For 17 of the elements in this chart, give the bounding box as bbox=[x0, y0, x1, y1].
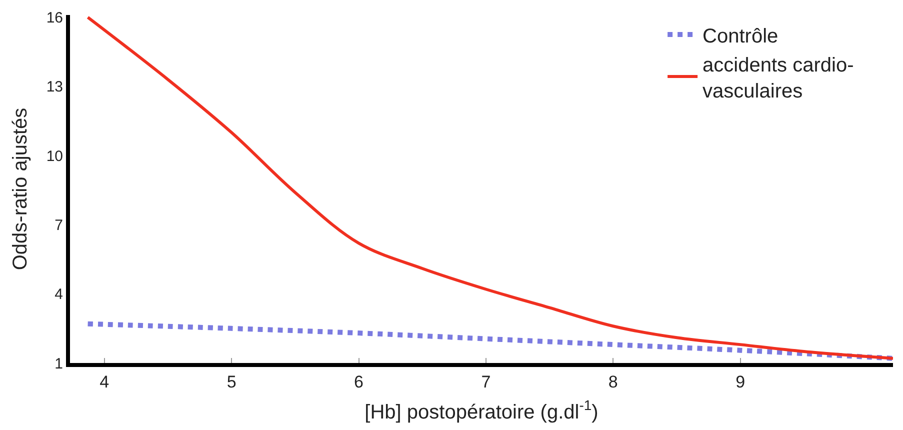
legend-label: accidents cardio- vasculaires bbox=[702, 54, 854, 102]
y-tick-label: 1 bbox=[54, 355, 63, 372]
x-tick-label: 4 bbox=[100, 372, 110, 392]
line-series bbox=[86, 16, 893, 360]
x-axis-title: [Hb] postopératoire (g.dl$^{-1}$) bbox=[364, 397, 598, 424]
y-tick-label: 10 bbox=[46, 148, 63, 165]
x-tick-label: 9 bbox=[736, 372, 746, 392]
x-tick-label: 5 bbox=[226, 372, 236, 392]
x-tick-label: 7 bbox=[481, 372, 491, 392]
y-tick-label: 4 bbox=[54, 286, 63, 304]
x-tick-label: 8 bbox=[608, 372, 618, 392]
y-tick-label: 13 bbox=[46, 78, 63, 96]
y-tick-label: 16 bbox=[46, 10, 63, 27]
x-tick-label: 6 bbox=[354, 372, 364, 392]
y-tick-label: 7 bbox=[54, 216, 63, 234]
y-axis-title: Odds-ratio ajustés bbox=[9, 108, 32, 270]
legend-label: Contrôle bbox=[702, 25, 778, 48]
